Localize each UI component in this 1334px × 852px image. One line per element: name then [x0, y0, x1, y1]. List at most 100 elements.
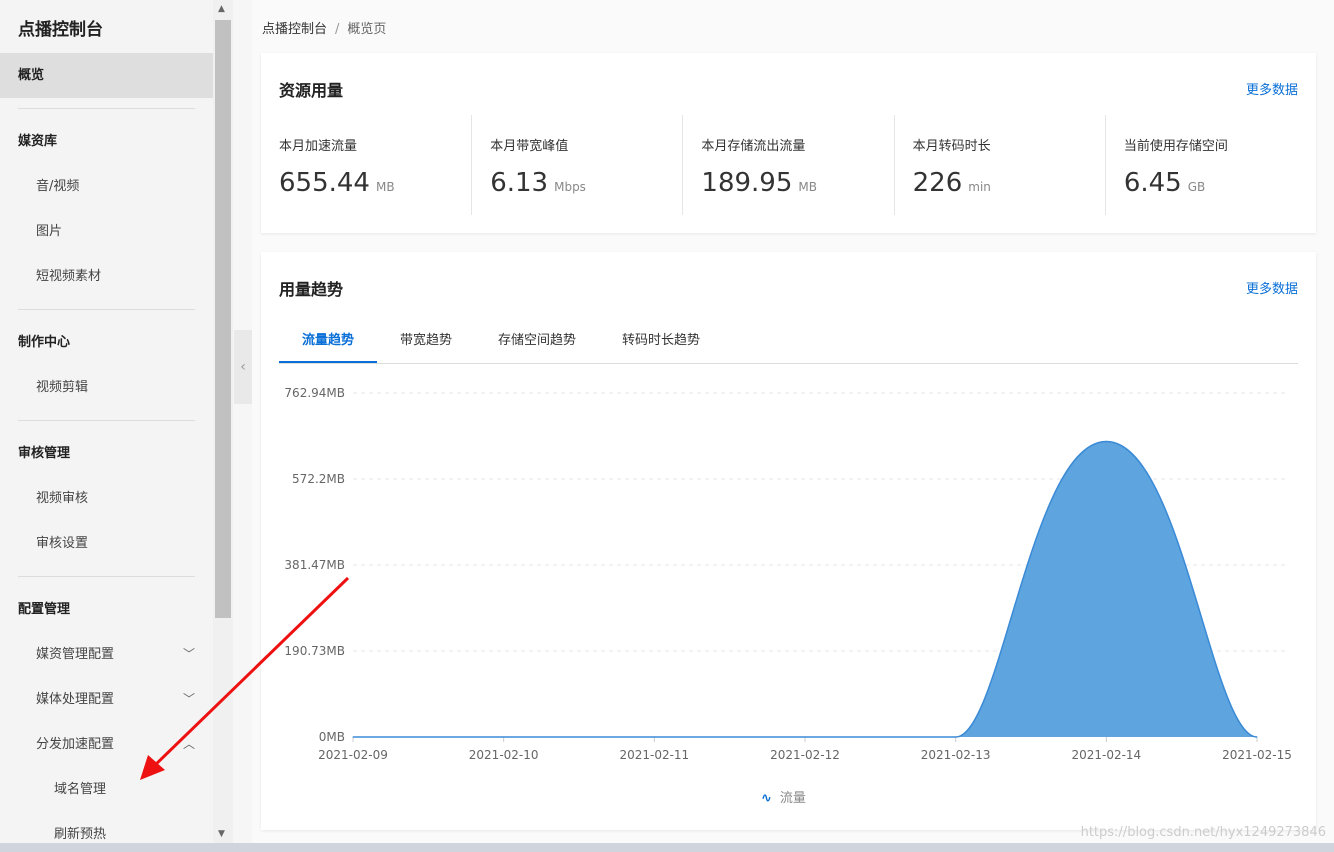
sidebar-item-label: 视频审核 [36, 491, 89, 506]
stat-item: 当前使用存储空间 6.45 GB [1104, 115, 1316, 215]
trend-card: 0MB 190.73MB 381.47MB 572.2MB 762.94MB 2021-0… [261, 252, 1316, 830]
data-point [1256, 736, 1258, 738]
data-point [955, 736, 957, 738]
breadcrumb-separator: / [335, 22, 340, 37]
chevron-left-icon: ‹ [240, 359, 246, 375]
collapse-sidebar-button[interactable]: ‹ [234, 330, 252, 404]
scroll-up-icon[interactable]: ▲ [218, 4, 225, 14]
stat-value: 6.13 Mbps [490, 168, 682, 198]
scroll-down-icon[interactable]: ▼ [218, 829, 225, 839]
sidebar-item-label: 媒资管理配置 [36, 647, 115, 662]
data-point [1105, 440, 1107, 442]
sidebar: 点播控制台 概览 媒资库 音/视频 图片 短视频素材 制作中心 视频剪辑 审核管理 视频审核 审核… [0, 0, 213, 843]
watermark: https://blog.csdn.net/hyx1249273846 [1080, 825, 1326, 840]
sidebar-item[interactable]: 配置管理 [0, 587, 213, 632]
sidebar-scrollbar[interactable]: ▲ ▼ [213, 0, 233, 843]
x-tick-label: 2021-02-15 [1222, 748, 1292, 762]
sidebar-item-label: 概览 [18, 68, 45, 83]
sidebar-item[interactable]: 音/视频 [0, 164, 213, 209]
sidebar-item-label: 刷新预热 [54, 827, 107, 842]
data-point [352, 736, 354, 738]
sidebar-item-label: 配置管理 [18, 602, 71, 617]
sidebar-item[interactable]: 审核设置 [0, 521, 213, 566]
x-tick-label: 2021-02-14 [1071, 748, 1141, 762]
sidebar-item[interactable]: 媒体处理配置 ﹀ [0, 677, 213, 722]
data-point [804, 736, 806, 738]
stat-unit: Mbps [554, 180, 586, 194]
stat-unit: GB [1187, 180, 1206, 194]
y-tick-label: 762.94MB [284, 386, 345, 400]
sidebar-item[interactable]: 域名管理 [0, 767, 213, 812]
stat-value: 6.45 GB [1124, 168, 1316, 198]
sidebar-item-label: 短视频素材 [36, 269, 102, 284]
stat-value: 655.44 MB [279, 168, 471, 198]
y-tick-label: 190.73MB [284, 644, 345, 658]
sidebar-item-label: 音/视频 [36, 179, 80, 194]
horizontal-scrollbar[interactable] [0, 843, 1334, 852]
trend-more-link[interactable]: 更多数据 [1245, 282, 1298, 297]
sidebar-item[interactable]: 审核管理 [0, 431, 213, 476]
sidebar-divider [18, 576, 195, 577]
breadcrumb: 点播控制台 / 概览页 [262, 18, 386, 37]
sidebar-item[interactable]: 媒资管理配置 ﹀ [0, 632, 213, 677]
sidebar-item-label: 审核设置 [36, 536, 89, 551]
area-fill [353, 441, 1257, 737]
sidebar-item[interactable]: 刷新预热 [0, 812, 213, 843]
sidebar-item-label: 媒体处理配置 [36, 692, 115, 707]
line-series-icon: ∿ [761, 791, 772, 806]
stat-label: 本月存储流出流量 [701, 139, 806, 154]
scrollbar-thumb[interactable] [215, 20, 231, 618]
chevron-up-icon[interactable]: ︿ [182, 737, 195, 751]
data-point [503, 736, 505, 738]
trend-tab[interactable]: 存储空间趋势 [498, 333, 577, 348]
stat-number: 189.95 [701, 168, 793, 198]
sidebar-item[interactable]: 视频剪辑 [0, 365, 213, 410]
y-tick-label: 381.47MB [284, 558, 345, 572]
x-tick-label: 2021-02-13 [921, 748, 991, 762]
stat-label: 本月加速流量 [279, 139, 358, 154]
sidebar-item[interactable]: 概览 [0, 53, 213, 98]
stat-label: 本月带宽峰值 [490, 139, 569, 154]
usage-more-link[interactable]: 更多数据 [1245, 83, 1298, 98]
trend-tab[interactable]: 转码时长趋势 [622, 333, 701, 348]
sidebar-item[interactable]: 制作中心 [0, 320, 213, 365]
trend-tab[interactable]: 流量趋势 [279, 326, 378, 363]
stat-label: 当前使用存储空间 [1123, 139, 1228, 154]
stat-value: 189.95 MB [701, 168, 893, 198]
stat-value: 226 min [913, 168, 1105, 198]
sidebar-menu: 概览媒资库音/视频图片短视频素材制作中心视频剪辑审核管理视频审核审核设置配置管理… [0, 53, 213, 843]
stat-item: 本月带宽峰值 6.13 Mbps [471, 115, 682, 215]
sidebar-item-label: 域名管理 [54, 782, 107, 797]
y-tick-label: 572.2MB [292, 472, 345, 486]
stat-number: 6.45 [1123, 168, 1182, 198]
sidebar-item[interactable]: 图片 [0, 209, 213, 254]
sidebar-item-label: 制作中心 [18, 335, 71, 350]
x-tick-label: 2021-02-11 [619, 748, 689, 762]
trend-tab[interactable]: 带宽趋势 [400, 333, 453, 348]
usage-stats: 本月加速流量 655.44 MB 本月带宽峰值 6.13 Mbps 本月存储流出流量 189.… [261, 115, 1316, 215]
sidebar-item-label: 审核管理 [18, 446, 71, 461]
sidebar-divider [18, 108, 195, 109]
sidebar-divider [18, 309, 195, 310]
chevron-down-icon[interactable]: ﹀ [182, 647, 195, 661]
breadcrumb-root[interactable]: 点播控制台 [262, 22, 328, 37]
usage-card: 资源用量 更多数据 本月加速流量 655.44 MB 本月带宽峰值 6.13 Mbps 本月… [261, 53, 1316, 233]
x-tick-label: 2021-02-09 [318, 748, 388, 762]
chart-legend-item[interactable]: ∿ 流量 [761, 787, 806, 806]
sidebar-item[interactable]: 短视频素材 [0, 254, 213, 299]
trend-tabs: 流量趋势 带宽趋势 存储空间趋势 转码时长趋势 [279, 326, 1298, 364]
stat-unit: MB [375, 180, 395, 194]
stat-label: 本月转码时长 [912, 139, 991, 154]
chevron-down-icon[interactable]: ﹀ [182, 692, 195, 706]
stat-unit: min [968, 180, 991, 194]
sidebar-item[interactable]: 媒资库 [0, 119, 213, 164]
usage-title: 资源用量 [279, 81, 344, 100]
stat-unit: MB [798, 180, 817, 194]
sidebar-item[interactable]: 分发加速配置 ︿ [0, 722, 213, 767]
stat-number: 655.44 [279, 168, 370, 198]
sidebar-item[interactable]: 视频审核 [0, 476, 213, 521]
sidebar-divider [18, 420, 195, 421]
data-point [653, 736, 655, 738]
stat-item: 本月转码时长 226 min [893, 115, 1105, 215]
sidebar-item-label: 媒资库 [18, 134, 58, 149]
